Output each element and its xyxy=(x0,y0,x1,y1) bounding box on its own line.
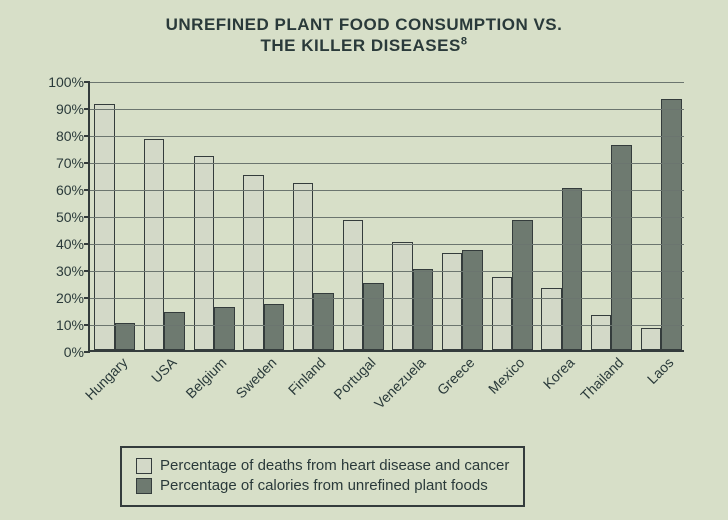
legend-label-1: Percentage of calories from unrefined pl… xyxy=(160,476,488,496)
bar xyxy=(611,145,631,350)
bars-layer: HungaryUSABelgiumSwedenFinlandPortugalVe… xyxy=(90,82,684,350)
bar xyxy=(164,312,184,350)
legend-swatch-0 xyxy=(136,458,152,474)
bar-group: Thailand xyxy=(591,82,632,350)
xtick-label: Sweden xyxy=(229,351,279,401)
legend-row-1: Percentage of calories from unrefined pl… xyxy=(136,476,509,496)
legend-swatch-1 xyxy=(136,478,152,494)
bar xyxy=(413,269,433,350)
ytick-label: 70% xyxy=(56,155,90,171)
ytick-label: 80% xyxy=(56,128,90,144)
xtick-label: Korea xyxy=(537,351,578,392)
gridline xyxy=(90,190,684,191)
xtick-label: Finland xyxy=(282,351,329,398)
ytick-label: 0% xyxy=(64,344,90,360)
legend: Percentage of deaths from heart disease … xyxy=(120,446,525,507)
ytick-label: 10% xyxy=(56,317,90,333)
xtick-label: Thailand xyxy=(575,351,627,403)
bar xyxy=(462,250,482,350)
ytick-label: 50% xyxy=(56,209,90,225)
bar xyxy=(194,156,214,350)
ytick-label: 60% xyxy=(56,182,90,198)
legend-row-0: Percentage of deaths from heart disease … xyxy=(136,456,509,476)
bar-group: Hungary xyxy=(94,82,135,350)
bar-group: Venezuela xyxy=(392,82,433,350)
bar-group: Laos xyxy=(641,82,682,350)
gridline xyxy=(90,298,684,299)
bar-group: Finland xyxy=(293,82,334,350)
bar xyxy=(442,253,462,350)
gridline xyxy=(90,82,684,83)
bar-group: Mexico xyxy=(492,82,533,350)
chart-title: UNREFINED PLANT FOOD CONSUMPTION VS. THE… xyxy=(0,14,728,57)
bar-group: Sweden xyxy=(243,82,284,350)
xtick-label: Belgium xyxy=(180,351,230,401)
bar xyxy=(343,220,363,350)
legend-label-0: Percentage of deaths from heart disease … xyxy=(160,456,509,476)
ytick-label: 30% xyxy=(56,263,90,279)
bar-group: Korea xyxy=(541,82,582,350)
ytick-label: 40% xyxy=(56,236,90,252)
gridline xyxy=(90,271,684,272)
bar-group: Greece xyxy=(442,82,483,350)
bar xyxy=(363,283,383,351)
xtick-label: Mexico xyxy=(482,351,528,397)
xtick-label: Greece xyxy=(431,351,478,398)
bar xyxy=(392,242,412,350)
chart-title-line2: THE KILLER DISEASES xyxy=(261,36,461,55)
xtick-label: Laos xyxy=(641,351,677,387)
gridline xyxy=(90,325,684,326)
bar xyxy=(512,220,532,350)
xtick-label: Venezuela xyxy=(368,351,428,411)
bar xyxy=(264,304,284,350)
bar xyxy=(641,328,661,350)
bar xyxy=(94,104,114,350)
ytick-label: 100% xyxy=(48,74,90,90)
chart-title-line1: UNREFINED PLANT FOOD CONSUMPTION VS. xyxy=(166,15,563,34)
bar xyxy=(115,323,135,350)
bar xyxy=(591,315,611,350)
chart-container: UNREFINED PLANT FOOD CONSUMPTION VS. THE… xyxy=(0,0,728,520)
xtick-label: USA xyxy=(146,351,181,386)
gridline xyxy=(90,217,684,218)
bar-group: USA xyxy=(144,82,185,350)
ytick-label: 20% xyxy=(56,290,90,306)
bar xyxy=(313,293,333,350)
bar-group: Belgium xyxy=(194,82,235,350)
gridline xyxy=(90,244,684,245)
bar-group: Portugal xyxy=(343,82,384,350)
gridline xyxy=(90,136,684,137)
chart-title-footnote: 8 xyxy=(461,36,468,48)
plot-area: HungaryUSABelgiumSwedenFinlandPortugalVe… xyxy=(88,82,684,352)
ytick-label: 90% xyxy=(56,101,90,117)
gridline xyxy=(90,163,684,164)
bar xyxy=(492,277,512,350)
gridline xyxy=(90,109,684,110)
bar xyxy=(214,307,234,350)
bar xyxy=(243,175,263,351)
